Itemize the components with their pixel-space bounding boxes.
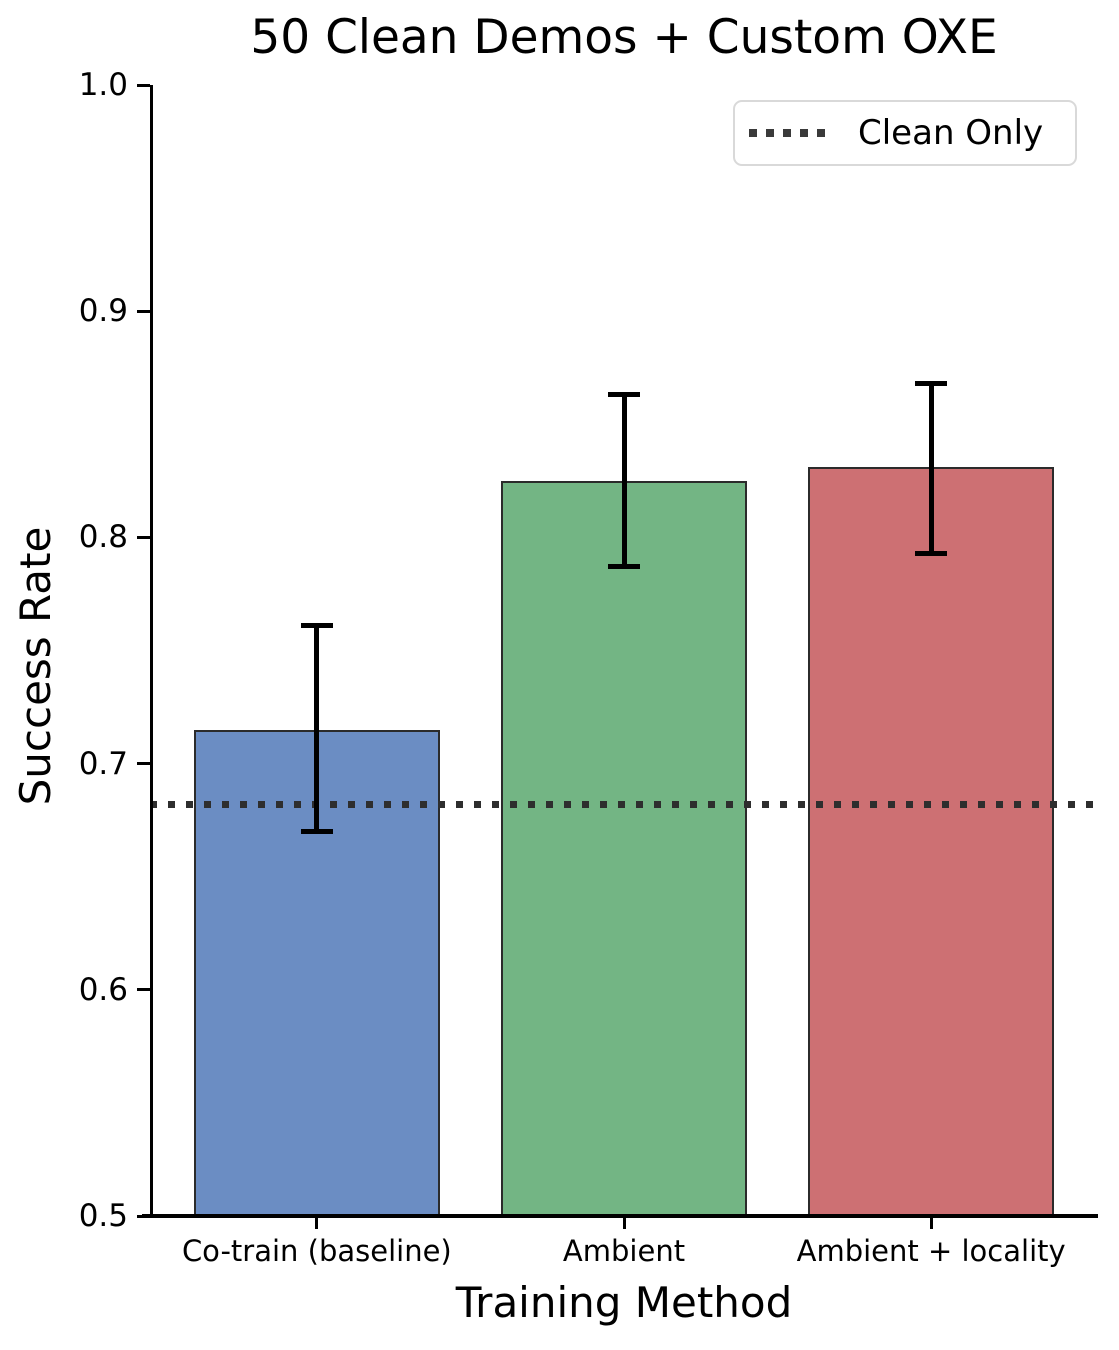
y-tick-label-0.6: 0.6 <box>78 971 128 1008</box>
y-tick-0.8 <box>137 535 150 539</box>
x-tick-ambient <box>622 1216 626 1229</box>
y-tick-0.7 <box>137 762 150 766</box>
chart-title: 50 Clean Demos + Custom OXE <box>250 10 998 65</box>
y-tick-0.6 <box>137 988 150 992</box>
y-tick-0.9 <box>137 309 150 313</box>
x-tick-label-ambient-locality: Ambient + locality <box>796 1234 1066 1268</box>
y-tick-1.0 <box>137 83 150 87</box>
dotted-line-icon <box>749 129 825 137</box>
x-axis-label: Training Method <box>455 1278 793 1327</box>
x-tick-label-ambient: Ambient <box>562 1234 686 1268</box>
error-bar-ambient-locality <box>928 383 934 554</box>
error-cap-top-ambient <box>608 392 640 398</box>
x-axis-spine <box>142 1214 1098 1218</box>
error-cap-bottom-co-train-baseline <box>300 828 333 834</box>
y-tick-label-0.9: 0.9 <box>78 293 128 330</box>
plot-area: Clean Only <box>142 85 1098 1218</box>
error-cap-bottom-ambient-locality <box>915 550 948 556</box>
error-cap-top-ambient-locality <box>915 381 948 387</box>
legend-label: Clean Only <box>858 113 1044 153</box>
y-tick-label-0.8: 0.8 <box>78 519 128 556</box>
x-tick-ambient-locality <box>929 1216 933 1229</box>
error-bar-ambient <box>621 394 627 567</box>
bar-ambient-locality <box>808 467 1055 1216</box>
x-tick-co-train-baseline <box>315 1216 319 1229</box>
clean-only-baseline <box>150 800 1098 808</box>
error-bar-co-train-baseline <box>314 625 320 832</box>
y-tick-label-1.0: 1.0 <box>78 67 128 103</box>
y-tick-label-0.7: 0.7 <box>78 745 128 782</box>
y-axis-label: Success Rate <box>11 526 60 806</box>
y-tick-label-0.5: 0.5 <box>78 1198 128 1234</box>
error-cap-bottom-ambient <box>608 564 640 570</box>
y-axis-spine <box>150 85 153 1218</box>
error-cap-top-co-train-baseline <box>300 623 333 629</box>
bar-ambient <box>501 480 747 1216</box>
legend: Clean Only <box>733 100 1077 166</box>
x-tick-label-co-train-baseline: Co-train (baseline) <box>181 1234 452 1268</box>
